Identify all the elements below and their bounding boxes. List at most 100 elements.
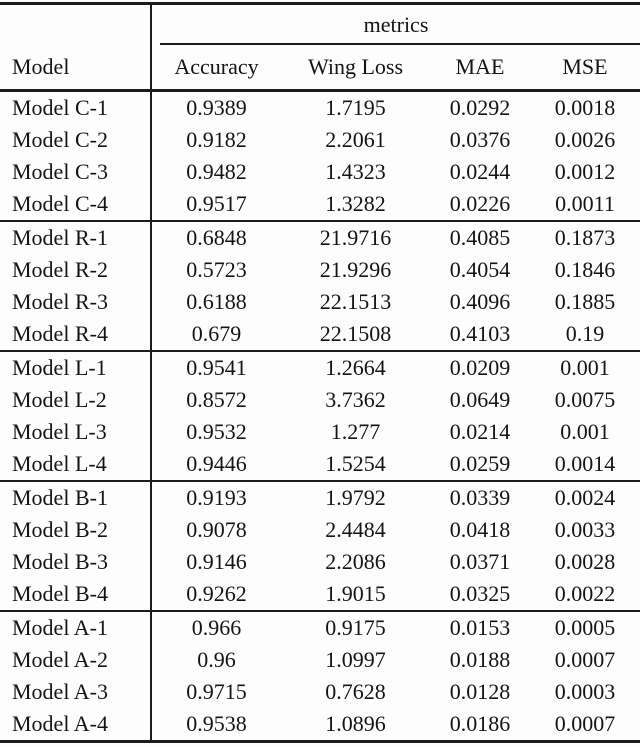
metric-value-cell: 0.4096: [449, 289, 511, 314]
metric-value-cell: 0.9262: [186, 581, 247, 606]
column-header-mae: MAE: [430, 45, 530, 92]
table-row: Model B-1 0.9193 1.9792 0.0339 0.0024: [0, 480, 640, 514]
model-name-cell: Model A-3: [0, 676, 152, 708]
model-name-cell: Model L-4: [0, 448, 152, 481]
metric-value-cell: 1.9792: [281, 480, 430, 514]
metric-value-cell: 0.9517: [186, 191, 247, 216]
metric-value-cell: 0.9446: [186, 451, 247, 476]
metric-value-cell: 0.0376: [449, 127, 511, 152]
metric-value-cell: 0.1885: [554, 289, 616, 314]
column-header-mse: MSE: [530, 45, 640, 92]
table-row: Model R-1 0.6848 21.9716 0.4085 0.1873: [0, 220, 640, 254]
model-name-cell: Model C-4: [0, 188, 152, 221]
metric-value-cell: 0.679: [191, 321, 242, 346]
table-row: Model B-2 0.9078 2.4484 0.0418 0.0033: [0, 514, 640, 546]
model-name-cell: Model L-3: [0, 416, 152, 448]
metric-value-cell: 0.0128: [449, 679, 511, 704]
model-name-cell: Model R-4: [0, 318, 152, 351]
table-row: Model C-2 0.9182 2.2061 0.0376 0.0026: [0, 124, 640, 156]
metric-value-cell: 0.5723: [186, 257, 247, 282]
metric-value-cell: 21.9716: [281, 220, 430, 254]
model-name-cell: Model B-2: [0, 514, 152, 546]
metric-value-cell: 0.9482: [186, 159, 247, 184]
metric-value-cell: 0.4085: [430, 220, 530, 254]
model-name-cell: Model B-1: [0, 480, 152, 514]
table-row: Model B-3 0.9146 2.2086 0.0371 0.0028: [0, 546, 640, 578]
metric-value-cell: 0.1846: [554, 257, 616, 282]
metric-value-cell: 21.9296: [319, 257, 392, 282]
metric-value-cell: 22.1508: [319, 321, 392, 346]
metric-value-cell: 0.0259: [449, 451, 511, 476]
model-name-cell: Model L-2: [0, 384, 152, 416]
table-row: Model A-4 0.9538 1.0896 0.0186 0.0007: [0, 708, 640, 742]
metric-value-cell: 0.9175: [281, 610, 430, 644]
metric-value-cell: 0.9193: [151, 480, 281, 514]
metrics-spanner-cell: metrics: [151, 4, 640, 45]
metric-value-cell: 1.4323: [325, 159, 386, 184]
table-row: Model C-4 0.9517 1.3282 0.0226 0.0011: [0, 188, 640, 221]
table-row: Model C-1 0.9389 1.7195 0.0292 0.0018: [0, 90, 640, 124]
metric-value-cell: 0.4103: [449, 321, 511, 346]
metric-value-cell: 0.9078: [186, 517, 247, 542]
metric-value-cell: 1.0896: [325, 711, 386, 736]
metrics-spanner-label: metrics: [363, 12, 429, 37]
table-body: Model C-1 0.9389 1.7195 0.0292 0.0018 Model C…: [0, 90, 640, 742]
table-row: Model L-3 0.9532 1.277 0.0214 0.001: [0, 416, 640, 448]
metric-value-cell: 0.0026: [554, 127, 616, 152]
spanner-spacer-cell: [0, 3, 152, 45]
metric-value-cell: 0.001: [530, 350, 640, 384]
table-row: Model R-3 0.6188 22.1513 0.4096 0.1885: [0, 286, 640, 318]
metric-value-cell: 1.7195: [325, 95, 386, 120]
table-row: Model L-4 0.9446 1.5254 0.0259 0.0014: [0, 448, 640, 481]
metric-value-cell: 3.7362: [325, 387, 386, 412]
metric-value-cell: 0.0649: [449, 387, 511, 412]
metric-value-cell: 0.0007: [554, 647, 616, 672]
metric-value-cell: 0.0339: [430, 480, 530, 514]
metric-value-cell: 0.9715: [186, 679, 247, 704]
table-row: Model A-1 0.966 0.9175 0.0153 0.0005: [0, 610, 640, 644]
model-name-cell: Model A-4: [0, 708, 152, 742]
metric-value-cell: 1.3282: [325, 191, 386, 216]
metric-value-cell: 0.0188: [449, 647, 511, 672]
metric-value-cell: 0.0003: [554, 679, 616, 704]
metric-value-cell: 0.9146: [186, 549, 247, 574]
metric-value-cell: 1.9015: [325, 581, 386, 606]
metric-value-cell: 0.6848: [151, 220, 281, 254]
model-name-cell: Model A-1: [0, 610, 152, 644]
metric-value-cell: 0.0011: [555, 191, 615, 216]
metric-value-cell: 0.1873: [530, 220, 640, 254]
table-row: Model A-2 0.96 1.0997 0.0188 0.0007: [0, 644, 640, 676]
metric-value-cell: 0.0153: [430, 610, 530, 644]
metric-value-cell: 0.0024: [530, 480, 640, 514]
table-row: Model C-3 0.9482 1.4323 0.0244 0.0012: [0, 156, 640, 188]
metric-value-cell: 1.277: [330, 419, 381, 444]
metric-value-cell: 0.9389: [186, 95, 247, 120]
model-name-cell: Model B-3: [0, 546, 152, 578]
metric-value-cell: 0.966: [151, 610, 281, 644]
metric-value-cell: 0.0244: [449, 159, 511, 184]
metric-value-cell: 2.2061: [325, 127, 386, 152]
metric-value-cell: 0.0012: [554, 159, 616, 184]
table-row: Model L-1 0.9541 1.2664 0.0209 0.001: [0, 350, 640, 384]
metric-value-cell: 0.0028: [554, 549, 616, 574]
column-header-row: Model Accuracy Wing Loss MAE MSE: [0, 45, 640, 92]
metric-value-cell: 0.9182: [186, 127, 247, 152]
model-name-cell: Model R-2: [0, 254, 152, 286]
model-name-cell: Model C-1: [0, 90, 152, 124]
metric-value-cell: 0.0209: [430, 350, 530, 384]
spanner-row: metrics: [0, 3, 640, 45]
model-name-cell: Model C-2: [0, 124, 152, 156]
metric-value-cell: 0.0371: [449, 549, 511, 574]
table-row: Model B-4 0.9262 1.9015 0.0325 0.0022: [0, 578, 640, 611]
metric-value-cell: 0.0005: [530, 610, 640, 644]
model-name-cell: Model R-1: [0, 220, 152, 254]
column-header-wing-loss: Wing Loss: [281, 45, 430, 92]
metric-value-cell: 0.001: [560, 419, 610, 444]
metric-value-cell: 1.5254: [325, 451, 386, 476]
metric-value-cell: 0.9532: [186, 419, 247, 444]
metric-value-cell: 0.0325: [449, 581, 511, 606]
metric-value-cell: 0.0292: [449, 95, 511, 120]
model-name-cell: Model L-1: [0, 350, 152, 384]
